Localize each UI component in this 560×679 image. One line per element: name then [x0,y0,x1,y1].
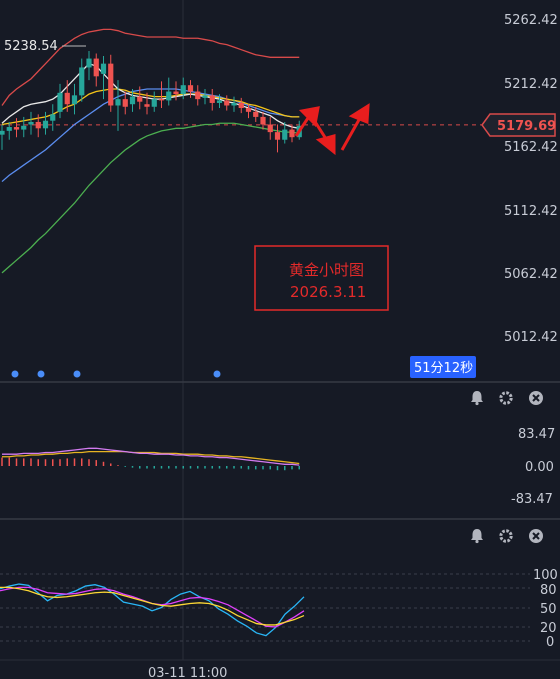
kdj-tick-20: 20 [540,621,557,636]
event-dot[interactable] [73,370,81,378]
event-dot[interactable] [213,370,221,378]
kdj-bell-icon[interactable] [471,529,483,544]
macd-pane[interactable] [1,447,300,471]
candle-body [274,132,281,140]
countdown-label: 51分12秒 [414,361,473,376]
candle-body [216,100,223,103]
macd-bell-icon[interactable] [471,391,483,406]
candle-body [245,108,252,112]
candle-body [50,114,56,121]
event-dot[interactable] [11,370,19,378]
macd-tick-upper: 83.47 [518,427,555,442]
candle-body [35,121,41,129]
candle-body [231,102,237,106]
candle-body [0,130,5,135]
kdj-pane[interactable] [0,573,530,642]
candle-body [187,85,194,92]
ma-yellow-line [1,88,300,126]
price-pane[interactable] [0,28,482,274]
kdj-tick-100: 100 [533,568,558,583]
macd-gear-icon[interactable] [499,391,513,405]
bollinger-middle-line [1,88,300,183]
price-tick-5062: 5062.42 [504,267,558,282]
candle-body [122,99,128,107]
price-tick-5112: 5112.42 [504,204,558,219]
macd-dea-line [2,451,300,465]
price-tick-5212: 5212.42 [504,77,558,92]
candle-body [267,124,273,133]
macd-tick-lower: -83.47 [511,492,553,507]
bollinger-lower-line [1,122,300,274]
candle-body [86,58,92,68]
current-price-label: 5179.69 [497,119,556,134]
candle-body [13,127,20,130]
candle-body [166,91,172,101]
candle-body [71,95,78,105]
candle-body [289,129,295,138]
candle-body [173,91,179,95]
current-price-tag[interactable] [481,113,556,137]
candle-body [100,63,107,74]
high-marker-label: 5238.54 [4,39,58,54]
kdj-gear-icon[interactable] [499,529,513,543]
candle-body [115,99,121,106]
annotation-title: 黄金小时图 [289,261,364,279]
candle-body [195,91,201,100]
event-dot[interactable] [37,370,45,378]
candle-body [28,121,34,125]
candle-body [137,96,143,102]
time-axis-label: 03-11 11:00 [148,666,227,679]
kdj-tick-80: 80 [540,583,557,598]
macd-dif-line [2,447,300,466]
forecast-arrows [294,103,370,156]
candle-body [144,104,150,107]
candle-body [21,125,27,130]
candle-body [108,63,114,106]
candle-body [79,67,85,96]
kdj-k-line [0,583,305,637]
price-tick-5262: 5262.42 [504,13,558,28]
candle-body [202,95,208,98]
candle-body [57,92,63,112]
candle-body [209,95,215,103]
countdown-badge [410,356,476,378]
macd-tick-zero: 0.00 [525,460,554,475]
candle-body [224,100,230,106]
price-tick-5162: 5162.42 [504,140,558,155]
candle-body [260,116,266,125]
candle-body [64,92,70,105]
candle-body [129,96,136,105]
price-tick-5012: 5012.42 [504,330,558,345]
kdj-close-icon[interactable] [529,529,543,543]
kdj-tick-0: 0 [546,635,554,650]
annotation-date: 2026.3.11 [290,283,366,301]
candle-body [180,85,186,95]
candle-body [282,129,288,140]
kdj-tick-50: 50 [540,602,557,617]
candle-body [158,99,165,101]
kdj-j-line [0,586,305,626]
kdj-d-line [0,586,305,628]
candle-body [6,127,12,131]
candle-body [151,99,157,107]
candle-body [42,120,49,129]
candle-body [93,58,99,77]
candle-body [238,102,244,109]
macd-close-icon[interactable] [529,391,543,405]
annotation-box [254,245,389,311]
candle-body [253,111,259,117]
bollinger-upper-line [1,28,300,106]
